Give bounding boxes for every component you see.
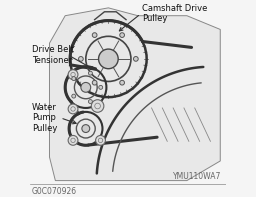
Circle shape xyxy=(120,33,124,37)
Text: Camshaft Drive
Pulley: Camshaft Drive Pulley xyxy=(142,4,207,23)
Circle shape xyxy=(68,70,78,80)
Circle shape xyxy=(79,57,83,61)
Circle shape xyxy=(88,71,92,75)
Circle shape xyxy=(92,33,97,37)
Circle shape xyxy=(72,94,76,98)
Circle shape xyxy=(82,125,90,133)
Circle shape xyxy=(68,136,78,145)
Circle shape xyxy=(95,136,105,145)
Circle shape xyxy=(72,77,76,81)
Circle shape xyxy=(88,99,92,103)
Circle shape xyxy=(133,57,138,61)
Circle shape xyxy=(91,100,104,112)
Circle shape xyxy=(81,82,91,92)
Circle shape xyxy=(68,104,78,114)
Text: G0C070926: G0C070926 xyxy=(32,187,77,196)
Text: YMU110WA7: YMU110WA7 xyxy=(173,172,221,181)
Circle shape xyxy=(99,49,118,69)
Circle shape xyxy=(99,85,103,89)
Circle shape xyxy=(92,80,97,85)
Text: Drive Belt
Tensioner: Drive Belt Tensioner xyxy=(32,45,74,65)
Polygon shape xyxy=(49,8,220,181)
Circle shape xyxy=(120,80,124,85)
Text: Water
Pump
Pulley: Water Pump Pulley xyxy=(32,103,57,133)
